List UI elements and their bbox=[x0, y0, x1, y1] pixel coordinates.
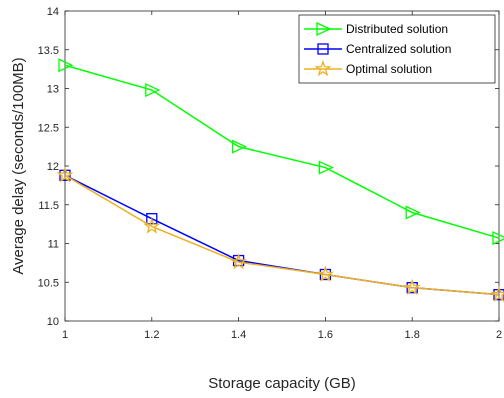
data-point bbox=[58, 58, 74, 73]
data-point bbox=[318, 160, 334, 175]
x-tick-label: 1.6 bbox=[318, 329, 333, 341]
data-point bbox=[59, 169, 71, 181]
y-tick-label: 14 bbox=[47, 6, 59, 18]
data-point bbox=[492, 231, 504, 246]
y-tick-label: 12.5 bbox=[38, 122, 59, 134]
series-line bbox=[64, 174, 500, 296]
series-line bbox=[64, 64, 500, 239]
data-point bbox=[403, 278, 421, 295]
y-tick-label: 10.5 bbox=[38, 277, 59, 289]
x-tick-label: 1.4 bbox=[231, 329, 246, 341]
legend: Distributed solution Centralized solution… bbox=[298, 14, 496, 84]
legend-item: Distributed solution bbox=[304, 21, 448, 37]
legend-marker bbox=[317, 43, 329, 55]
data-point bbox=[405, 205, 421, 220]
x-axis-label: Storage capacity (GB) bbox=[208, 375, 356, 392]
y-tick-label: 12 bbox=[47, 161, 59, 173]
x-tick-label: 1.2 bbox=[144, 329, 159, 341]
y-tick-label: 13 bbox=[47, 84, 59, 96]
data-point bbox=[146, 213, 158, 225]
legend-item: Centralized solution bbox=[304, 42, 451, 56]
legend-label: Distributed solution bbox=[346, 22, 448, 36]
data-point bbox=[145, 83, 161, 98]
data-point bbox=[316, 265, 334, 282]
y-tick-label: 11.5 bbox=[38, 200, 59, 212]
x-tick-label: 1.8 bbox=[405, 329, 420, 341]
data-point bbox=[56, 166, 74, 183]
x-axis-ticks: 1 1.2 1.4 1.6 1.8 2 bbox=[62, 11, 502, 341]
data-point bbox=[231, 139, 248, 154]
y-axis-label: Average delay (seconds/100MB) bbox=[10, 57, 27, 274]
y-tick-label: 10 bbox=[47, 316, 59, 328]
legend-item: Optimal solution bbox=[304, 60, 432, 77]
legend-label: Optimal solution bbox=[346, 62, 432, 76]
series-layer bbox=[56, 58, 504, 302]
y-tick-label: 13.5 bbox=[38, 45, 59, 57]
series-1 bbox=[58, 58, 504, 246]
y-axis-ticks: 10 10.5 11 11.5 12 12.5 13 13.5 14 bbox=[38, 6, 499, 328]
x-tick-label: 2 bbox=[496, 329, 502, 341]
legend-label: Centralized solution bbox=[346, 42, 451, 56]
x-tick-label: 1 bbox=[62, 329, 68, 341]
legend-marker bbox=[314, 60, 332, 77]
y-tick-label: 11 bbox=[48, 239, 59, 251]
data-point bbox=[143, 217, 161, 234]
data-point bbox=[230, 253, 248, 270]
legend-marker bbox=[316, 21, 332, 37]
